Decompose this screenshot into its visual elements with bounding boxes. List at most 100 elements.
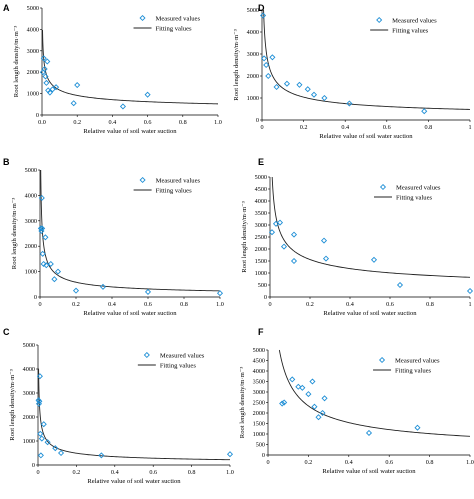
measured-point	[36, 398, 43, 405]
panel-f: F 0 500 1000 1500 2000 2500 3000 3500 4000 4500 500…	[239, 327, 474, 475]
x-tick-label: 1	[468, 124, 471, 131]
x-tick-label: 0.4	[109, 119, 117, 126]
y-tick-label: 1000	[23, 438, 35, 445]
x-tick-label: 0.8	[180, 301, 188, 308]
measured-point	[40, 421, 47, 428]
x-axis-title: Relative value of soil water suction	[83, 128, 177, 135]
y-tick-label: 5000	[253, 347, 265, 354]
measured-point	[37, 430, 44, 437]
measured-point	[295, 383, 302, 390]
measured-point	[226, 451, 234, 458]
y-axis-title: Root length density/m·m⁻³	[239, 367, 246, 438]
panel-letter: B	[3, 157, 10, 167]
legend-marker-measured	[379, 356, 386, 364]
fitting-curve	[40, 169, 221, 292]
measured-point	[311, 403, 318, 410]
measured-point	[310, 91, 318, 98]
x-tick-label: 0.6	[144, 119, 152, 126]
legend-label-fitting: Fitting values	[396, 194, 433, 201]
x-tick-label: 0.6	[149, 469, 157, 476]
measured-point	[47, 260, 54, 268]
measured-point	[39, 225, 46, 232]
y-tick-label: 3000	[23, 390, 35, 397]
x-tick-label: 0.4	[108, 301, 116, 308]
y-tick-label: 3000	[253, 389, 265, 396]
y-tick-label: 1000	[253, 431, 265, 438]
measured-point	[346, 100, 353, 107]
y-tick-label: 1500	[253, 421, 265, 428]
measured-point	[265, 72, 272, 80]
panel-b: B 0 1000 2000 3000 4000 5000 0 0.2 0.4 0.6 0.8 1.0 Re…	[3, 157, 224, 317]
measured-point	[74, 82, 81, 89]
measured-point	[309, 378, 316, 385]
y-tick-label: 2000	[27, 69, 39, 76]
measured-point	[365, 429, 373, 436]
x-tick-label: 0.6	[144, 301, 152, 308]
measured-point	[42, 73, 49, 80]
y-tick-label: 1000	[247, 95, 259, 102]
legend-marker-measured	[143, 351, 150, 359]
measured-point	[396, 281, 404, 289]
x-tick-label: 0	[260, 124, 263, 131]
x-tick-label: 1.0	[226, 469, 234, 476]
measured-point	[54, 268, 62, 275]
x-axis-title: Relative value of soil water suction	[87, 478, 181, 485]
legend-marker-measured	[139, 14, 146, 22]
measured-point	[268, 229, 276, 236]
measured-point	[321, 395, 328, 402]
x-axis-title: Relative value of soil water suction	[83, 310, 177, 317]
x-tick-label: 0.2	[73, 119, 81, 126]
fitting-curve	[278, 349, 471, 437]
y-axis-title: Root length density/m·m⁻³	[11, 198, 18, 269]
y-tick-label: 0	[36, 112, 39, 119]
legend-label-fitting: Fitting values	[156, 25, 193, 32]
y-tick-label: 3000	[255, 222, 267, 229]
measured-point	[283, 80, 290, 87]
x-tick-label: 0.8	[426, 459, 434, 466]
measured-point	[38, 194, 45, 201]
measured-point	[37, 452, 44, 459]
y-axis-title: Root length density/m·m⁻³	[13, 26, 20, 97]
x-tick-label: 0.2	[300, 124, 308, 131]
measured-point	[44, 439, 51, 446]
x-axis-title: Relative value of soil water suction	[319, 133, 413, 140]
y-tick-label: 4000	[253, 368, 265, 375]
x-tick-label: 0.2	[72, 301, 80, 308]
y-tick-label: 0	[32, 462, 35, 469]
y-tick-label: 2000	[255, 246, 267, 253]
y-tick-label: 0	[256, 117, 259, 124]
panel-letter: F	[258, 327, 264, 337]
measured-point	[320, 237, 328, 244]
x-tick-label: 0.2	[306, 301, 314, 308]
x-axis-title: Relative value of soil water suction	[323, 310, 417, 317]
y-tick-label: 2000	[25, 243, 37, 250]
y-axis-title: Root length density/m·m⁻³	[9, 369, 16, 440]
x-tick-label: 0.4	[341, 124, 349, 131]
measured-point	[51, 276, 58, 283]
measured-point	[269, 54, 276, 61]
x-tick-label: 0.6	[383, 124, 391, 131]
y-tick-label: 3000	[247, 51, 259, 58]
y-tick-label: 5000	[25, 167, 37, 174]
measured-point	[119, 103, 126, 110]
x-tick-label: 0.4	[345, 459, 353, 466]
y-tick-label: 1500	[255, 258, 267, 265]
y-tick-label: 4500	[253, 358, 265, 365]
x-tick-label: 1	[468, 301, 471, 308]
y-tick-label: 2500	[253, 400, 265, 407]
x-tick-label: 0	[266, 459, 269, 466]
measured-point	[39, 250, 46, 257]
measured-point	[53, 84, 60, 91]
measured-point	[58, 449, 65, 457]
y-tick-label: 3000	[27, 48, 39, 55]
measured-point	[216, 290, 224, 297]
legend-label-measured: Measured values	[395, 357, 440, 364]
measured-point	[319, 409, 326, 417]
y-tick-label: 5000	[27, 5, 39, 12]
measured-point	[36, 373, 43, 380]
x-tick-label: 0.4	[346, 301, 354, 308]
x-tick-label: 0.4	[111, 469, 119, 476]
legend-marker-measured	[379, 183, 387, 191]
measured-point	[70, 100, 77, 107]
